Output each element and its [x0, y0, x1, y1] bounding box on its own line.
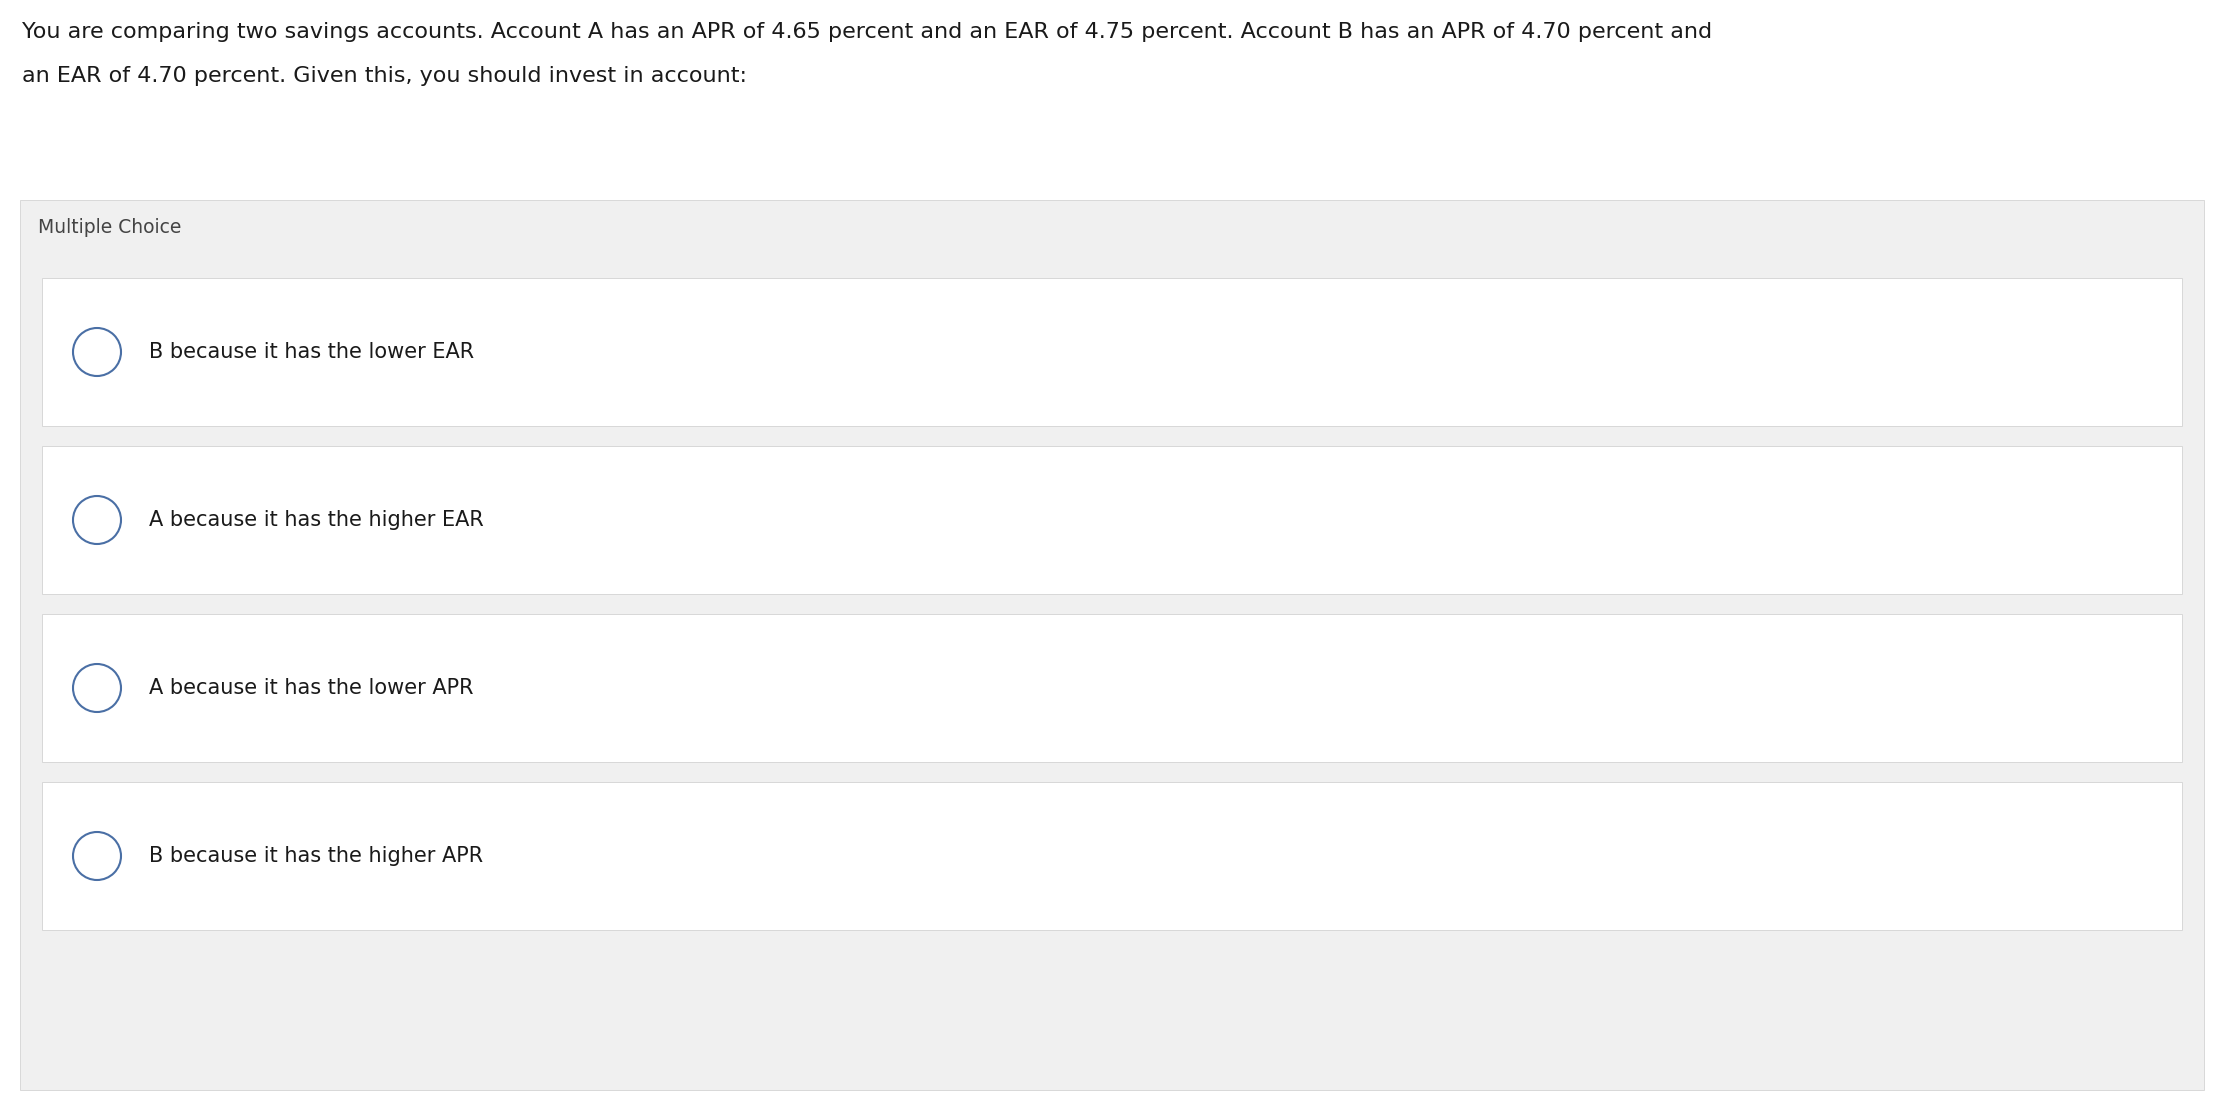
Text: Multiple Choice: Multiple Choice	[38, 218, 182, 237]
Ellipse shape	[73, 496, 120, 544]
FancyBboxPatch shape	[20, 201, 2204, 1090]
Text: an EAR of 4.70 percent. Given this, you should invest in account:: an EAR of 4.70 percent. Given this, you …	[22, 66, 747, 86]
Ellipse shape	[73, 664, 120, 712]
FancyBboxPatch shape	[42, 614, 2182, 762]
Text: You are comparing two savings accounts. Account A has an APR of 4.65 percent and: You are comparing two savings accounts. …	[22, 22, 1712, 42]
Text: A because it has the higher EAR: A because it has the higher EAR	[149, 510, 485, 530]
FancyBboxPatch shape	[42, 447, 2182, 594]
Text: A because it has the lower APR: A because it has the lower APR	[149, 678, 474, 698]
FancyBboxPatch shape	[42, 782, 2182, 930]
Text: B because it has the lower EAR: B because it has the lower EAR	[149, 342, 474, 362]
FancyBboxPatch shape	[42, 278, 2182, 425]
Ellipse shape	[73, 832, 120, 880]
Text: B because it has the higher APR: B because it has the higher APR	[149, 847, 483, 866]
Ellipse shape	[73, 328, 120, 376]
